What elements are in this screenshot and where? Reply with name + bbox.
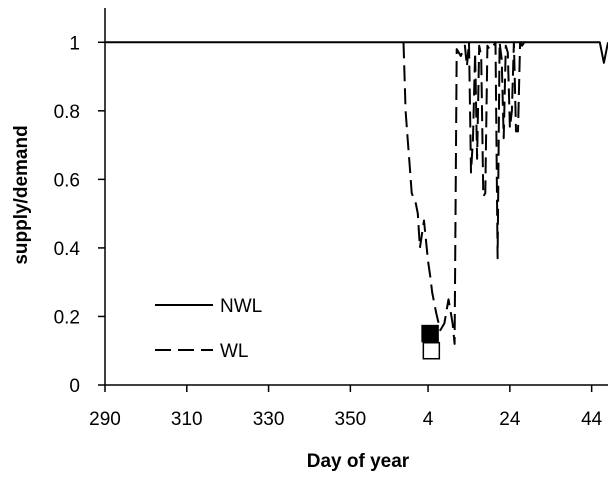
legend: NWL WL [155, 296, 262, 362]
series-line-nwl [105, 41, 608, 64]
y-tick-label: 0.8 [54, 102, 80, 123]
open-square-marker [422, 341, 441, 360]
x-axis-title: Day of year [307, 451, 410, 472]
y-axis-title: supply/demand [11, 125, 32, 264]
x-tick-label: 350 [335, 409, 367, 430]
y-tick-label: 0.2 [54, 307, 80, 328]
x-tick-label: 24 [499, 409, 521, 430]
series-line-wl [402, 41, 527, 345]
x-tick-label: 290 [89, 409, 121, 430]
axes: 0 0.2 0.4 0.6 0.8 1 290 310 330 350 4 24 44 [54, 8, 608, 430]
x-tick-label: 330 [253, 409, 285, 430]
y-tick-label: 1 [69, 33, 80, 54]
x-tick-label: 4 [423, 409, 434, 430]
filled-square-marker [421, 324, 439, 343]
y-tick-label: 0 [69, 376, 80, 397]
x-tick-label: 44 [581, 409, 603, 430]
y-tick-label: 0.6 [54, 170, 80, 191]
legend-label-wl: WL [220, 341, 249, 362]
x-tick-label: 310 [171, 409, 203, 430]
legend-label-nwl: NWL [220, 296, 262, 317]
series-layer [105, 41, 608, 345]
y-tick-label: 0.4 [54, 239, 81, 260]
marker-layer [421, 324, 441, 360]
